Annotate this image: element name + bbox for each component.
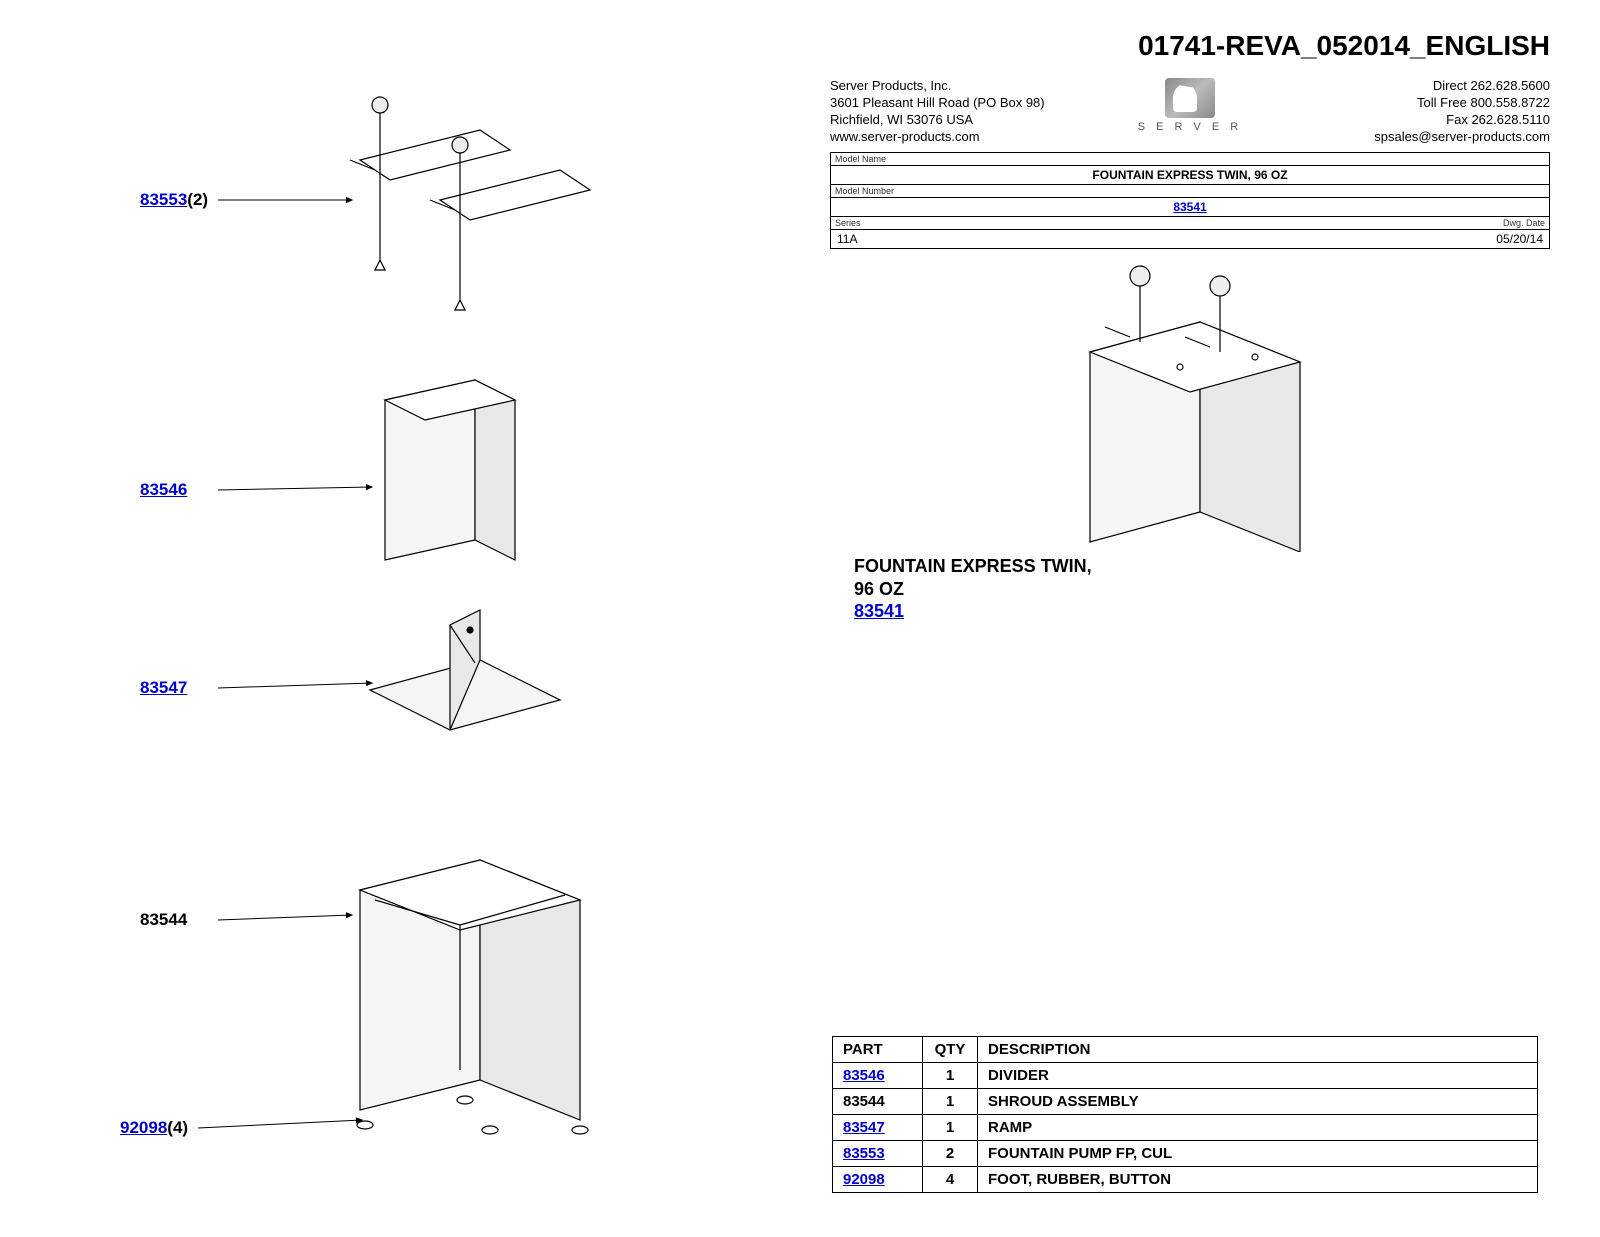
meta-table: Model Name FOUNTAIN EXPRESS TWIN, 96 OZ … [830,152,1550,249]
callout-qty: (4) [167,1118,188,1137]
phone-fax: Fax 262.628.5110 [1270,112,1550,129]
parts-row: 92098 4FOOT, RUBBER, BUTTON [833,1167,1538,1193]
parts-cell-qty: 1 [923,1115,978,1141]
dwg-date-label: Dwg. Date [1190,216,1550,229]
parts-row: 83546 1DIVIDER [833,1063,1538,1089]
parts-cell-qty: 1 [923,1063,978,1089]
part-link[interactable]: 83547 [843,1119,885,1136]
parts-cell-desc: SHROUD ASSEMBLY [978,1089,1538,1115]
callout-83547: 83547 [140,678,187,698]
parts-cell-qty: 2 [923,1141,978,1167]
model-number-label: Model Number [831,184,1550,197]
parts-cell-desc: RAMP [978,1115,1538,1141]
email: spsales@server-products.com [1270,129,1550,146]
callout-partnum[interactable]: 92098 [120,1118,167,1137]
logo-icon [1165,78,1215,118]
parts-cell-qty: 4 [923,1167,978,1193]
dwg-date-value: 05/20/14 [1190,229,1550,248]
callout-83546: 83546 [140,480,187,500]
caption-line1: FOUNTAIN EXPRESS TWIN, [854,555,1092,578]
phone-direct: Direct 262.628.5600 [1270,78,1550,95]
caption-line2: 96 OZ [854,578,1092,601]
parts-header-desc: DESCRIPTION [978,1037,1538,1063]
parts-cell-qty: 1 [923,1089,978,1115]
parts-header-qty: QTY [923,1037,978,1063]
document-title: 01741-REVA_052014_ENGLISH [1138,30,1550,62]
part-link[interactable]: 92098 [843,1171,885,1188]
callout-partnum[interactable]: 83553 [140,190,187,209]
parts-row: 83553 2FOUNTAIN PUMP FP, CUL [833,1141,1538,1167]
model-name-label: Model Name [831,152,1550,165]
parts-cell-desc: FOUNTAIN PUMP FP, CUL [978,1141,1538,1167]
company-url: www.server-products.com [830,129,1110,146]
phone-tollfree: Toll Free 800.558.8722 [1270,95,1550,112]
logo-text: S E R V E R [1120,120,1260,134]
callout-92098: 92098(4) [120,1118,188,1138]
part-link[interactable]: 83546 [843,1067,885,1084]
callout-partnum[interactable]: 83547 [140,678,187,697]
callout-83553: 83553(2) [140,190,208,210]
parts-header-part: PART [833,1037,923,1063]
company-addr1: 3601 Pleasant Hill Road (PO Box 98) [830,95,1110,112]
server-logo: S E R V E R [1120,78,1260,134]
company-contact: Direct 262.628.5600 Toll Free 800.558.87… [1270,78,1550,146]
title-block: Server Products, Inc. 3601 Pleasant Hill… [830,78,1550,249]
callout-partnum: 83544 [140,910,187,929]
model-number-link[interactable]: 83541 [1173,200,1206,214]
parts-cell-part: 83546 [833,1063,923,1089]
callout-qty: (2) [187,190,208,209]
parts-table: PART QTY DESCRIPTION 835461DIVIDER835441… [832,1036,1538,1193]
parts-cell-part: 83544 [833,1089,923,1115]
assembled-caption: FOUNTAIN EXPRESS TWIN, 96 OZ 83541 [854,555,1092,623]
company-name: Server Products, Inc. [830,78,1110,95]
caption-model-link[interactable]: 83541 [854,601,904,621]
series-label: Series [831,216,1191,229]
assembled-drawing [1070,252,1330,552]
exploded-view-drawing [330,70,660,1150]
parts-row: 835441SHROUD ASSEMBLY [833,1089,1538,1115]
company-addr2: Richfield, WI 53076 USA [830,112,1110,129]
model-number[interactable]: 83541 [831,197,1550,216]
callout-83544: 83544 [140,910,187,930]
parts-cell-part: 83553 [833,1141,923,1167]
parts-cell-desc: DIVIDER [978,1063,1538,1089]
part-link[interactable]: 83553 [843,1145,885,1162]
parts-cell-part: 83547 [833,1115,923,1141]
parts-cell-part: 92098 [833,1167,923,1193]
parts-row: 83547 1RAMP [833,1115,1538,1141]
page: 01741-REVA_052014_ENGLISH Server Product… [0,0,1600,1237]
parts-cell-desc: FOOT, RUBBER, BUTTON [978,1167,1538,1193]
callout-partnum[interactable]: 83546 [140,480,187,499]
company-address: Server Products, Inc. 3601 Pleasant Hill… [830,78,1110,146]
model-name: FOUNTAIN EXPRESS TWIN, 96 OZ [831,165,1550,184]
series-value: 11A [831,229,1191,248]
